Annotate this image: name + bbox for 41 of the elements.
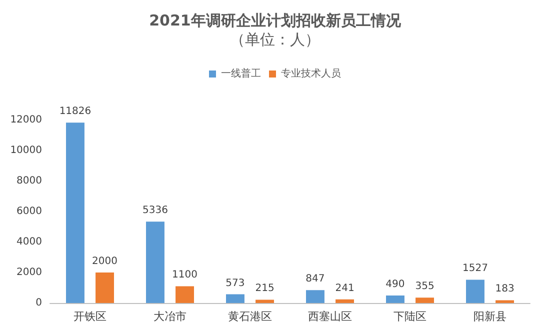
y-tick-label: 0 bbox=[36, 298, 42, 308]
legend-label: 专业技术人员 bbox=[281, 68, 341, 80]
y-tick-label: 10000 bbox=[10, 145, 42, 156]
y-tick-label: 8000 bbox=[16, 176, 42, 186]
data-label: 183 bbox=[495, 284, 514, 295]
legend-label: 一线普工 bbox=[221, 68, 261, 80]
data-label: 11826 bbox=[59, 106, 92, 118]
x-tick-label: 黄石港区 bbox=[228, 310, 272, 323]
bar bbox=[66, 122, 84, 303]
bar bbox=[416, 298, 434, 303]
y-tick-label: 12000 bbox=[10, 114, 42, 126]
data-label: 1527 bbox=[462, 263, 488, 274]
x-tick-label: 下陆区 bbox=[394, 310, 426, 323]
y-tick-label: 2000 bbox=[16, 267, 42, 278]
chart-subtitle: （单位：人） bbox=[230, 30, 320, 48]
bar bbox=[256, 300, 274, 303]
x-tick-label: 大冶市 bbox=[154, 310, 186, 323]
x-tick-label: 开铁区 bbox=[74, 310, 106, 323]
chart-title: 2021年调研企业计划招收新员工情况 bbox=[149, 12, 402, 30]
bar bbox=[146, 222, 164, 303]
bar bbox=[306, 290, 324, 303]
bar bbox=[176, 286, 194, 303]
bar bbox=[226, 294, 244, 303]
data-label: 355 bbox=[415, 281, 434, 292]
data-label: 215 bbox=[255, 283, 274, 294]
bar bbox=[496, 300, 514, 303]
data-label: 1100 bbox=[172, 270, 198, 281]
data-label: 847 bbox=[306, 274, 325, 285]
x-tick-label: 阳新县 bbox=[474, 310, 506, 323]
y-tick-label: 4000 bbox=[16, 236, 42, 248]
bar bbox=[336, 299, 354, 303]
data-label: 573 bbox=[226, 278, 245, 289]
y-tick-label: 6000 bbox=[16, 206, 42, 217]
bar bbox=[386, 296, 404, 303]
data-label: 241 bbox=[335, 282, 354, 294]
data-label: 5336 bbox=[142, 205, 168, 216]
bar bbox=[96, 272, 114, 303]
x-tick-label: 西塞山区 bbox=[308, 310, 352, 323]
data-label: 490 bbox=[386, 279, 405, 290]
bar bbox=[466, 280, 484, 303]
data-label: 2000 bbox=[92, 256, 118, 267]
